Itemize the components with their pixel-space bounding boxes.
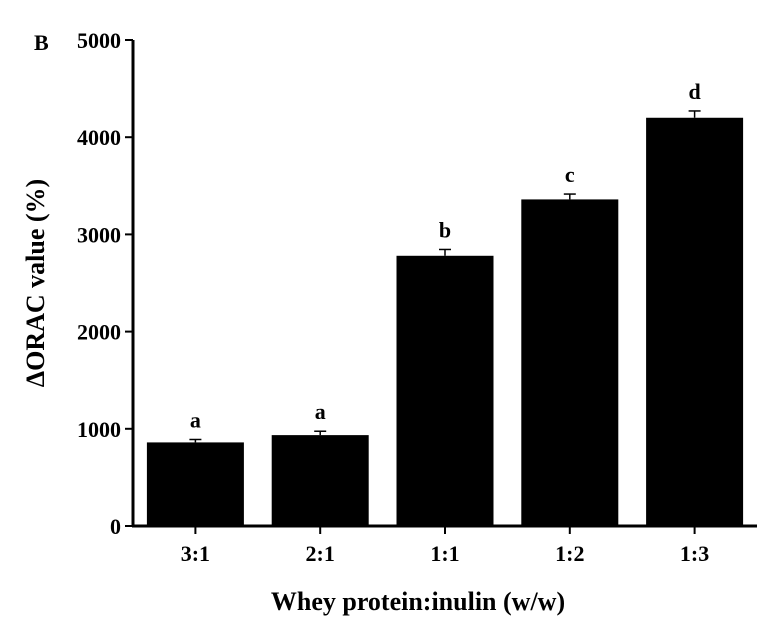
bar-4 xyxy=(646,117,744,526)
error-bar-0 xyxy=(189,438,202,443)
x-tick-label-1: 2:1 xyxy=(306,541,335,566)
bar-1 xyxy=(271,435,369,526)
error-bar-1 xyxy=(314,430,327,436)
bar-3 xyxy=(521,199,619,526)
bar-0 xyxy=(146,442,244,526)
bars-layer xyxy=(146,117,744,526)
significance-label-0: a xyxy=(190,407,201,432)
significance-labels-layer: a a b c d xyxy=(190,79,701,433)
error-bar-3 xyxy=(563,193,576,200)
error-bars-layer xyxy=(189,110,701,443)
y-tick-label-2: 2000 xyxy=(77,320,121,345)
y-tick-label-3: 3000 xyxy=(77,222,121,247)
x-tick-label-4: 1:3 xyxy=(680,541,709,566)
x-ticks-layer: 3:1 2:1 1:1 1:2 1:3 xyxy=(181,526,709,566)
y-tick-label-4: 4000 xyxy=(77,125,121,150)
significance-label-1: a xyxy=(315,399,326,424)
error-bar-4 xyxy=(688,110,701,118)
x-tick-label-2: 1:1 xyxy=(430,541,459,566)
significance-label-3: c xyxy=(565,162,575,187)
y-axis-title: ΔORAC value (%) xyxy=(21,179,50,387)
y-tick-label-5: 5000 xyxy=(77,28,121,53)
y-tick-label-0: 0 xyxy=(110,514,121,539)
y-ticks-layer: 0 1000 2000 3000 4000 5000 xyxy=(77,28,133,539)
significance-label-2: b xyxy=(439,217,451,242)
x-tick-label-3: 1:2 xyxy=(555,541,584,566)
x-tick-label-0: 3:1 xyxy=(181,541,210,566)
panel-label: B xyxy=(34,30,49,55)
bar-2 xyxy=(396,255,494,526)
error-bar-2 xyxy=(439,248,451,256)
x-axis-title: Whey protein:inulin (w/w) xyxy=(271,587,565,616)
significance-label-4: d xyxy=(688,79,700,104)
y-tick-label-1: 1000 xyxy=(77,417,121,442)
